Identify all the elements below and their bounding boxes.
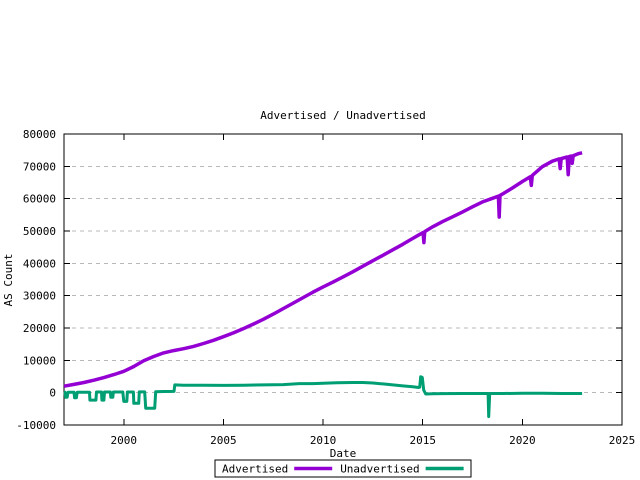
y-tick-label: 30000	[23, 290, 56, 303]
x-axis-label: Date	[330, 447, 357, 460]
x-tick-label: 2015	[409, 434, 436, 447]
y-tick-label: 70000	[23, 160, 56, 173]
data-series	[63, 151, 583, 419]
legend-box	[214, 459, 472, 478]
plot-border	[63, 133, 623, 426]
unadvertised-line	[63, 375, 583, 419]
legend-item-unadvertised: Unadvertised	[340, 463, 464, 476]
y-axis-label: AS Count	[2, 254, 15, 307]
y-tick-label: 10000	[23, 354, 56, 367]
x-tick-label: 2010	[310, 434, 337, 447]
tick-labels: 2000 2005 2010 2015 2020 2025 -10000 0 10000 2000…	[16, 128, 635, 447]
y-tick-label: 50000	[23, 225, 56, 238]
y-tick-label: 20000	[23, 322, 56, 335]
y-tick-label: 80000	[23, 128, 56, 141]
legend-label: Advertised	[222, 463, 288, 476]
y-tick-label: 60000	[23, 193, 56, 206]
x-tick-label: 2025	[609, 434, 636, 447]
legend-item-advertised: Advertised	[222, 463, 333, 476]
y-tick-label: 0	[49, 387, 56, 400]
axes	[63, 133, 623, 426]
x-tick-label: 2000	[111, 434, 138, 447]
x-tick-label: 2005	[210, 434, 237, 447]
x-tick-label: 2020	[509, 434, 536, 447]
legend: Advertised Unadvertised	[214, 459, 472, 478]
advertised-line	[63, 151, 583, 388]
legend-label: Unadvertised	[340, 463, 419, 476]
y-tick-label: -10000	[16, 419, 56, 432]
y-tick-label: 40000	[23, 257, 56, 270]
chart-title: Advertised / Unadvertised	[260, 109, 426, 122]
